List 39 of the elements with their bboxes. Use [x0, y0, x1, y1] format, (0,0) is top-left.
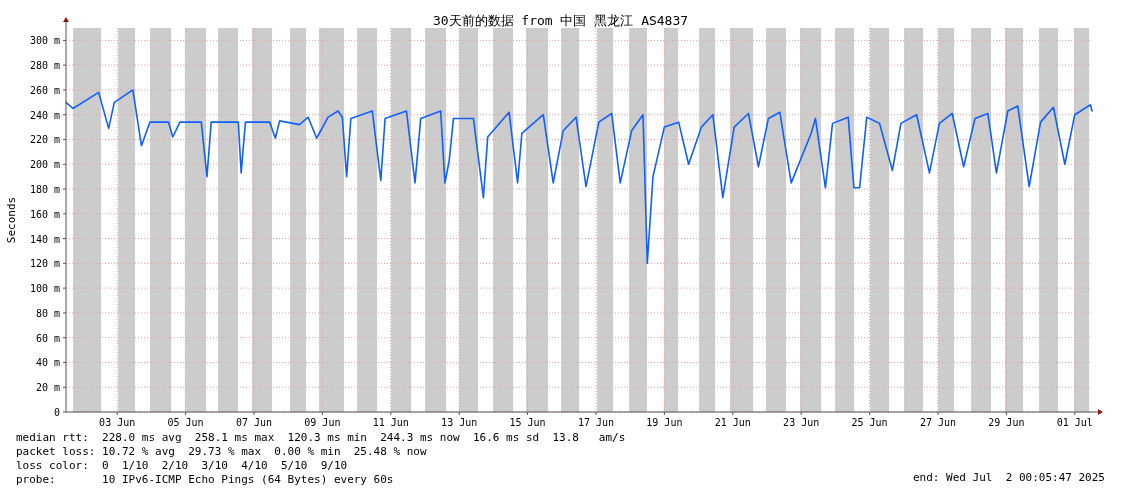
- text: end: Wed Jul 2 00:05:47 2025: [912, 471, 1105, 484]
- x-tick-label: 01 Jul: [1056, 417, 1093, 428]
- text: median rtt: 228.0 ms avg 258.1 ms max 120.3 ms min 244.3 ms now 16.6 ms sd 13.8 am/s: [16, 431, 626, 444]
- y-tick-label: 280 m: [29, 60, 60, 72]
- y-tick-label: 300 m: [29, 35, 60, 47]
- x-tick-label: 09 Jun: [304, 417, 341, 428]
- text: loss color: 0 1/10 2/10 3/10 4/10 5/10 9/10: [16, 459, 348, 472]
- x-tick-label: 03 Jun: [99, 417, 136, 428]
- y-tick-label: 220 m: [29, 134, 60, 146]
- x-tick-label: 27 Jun: [919, 417, 957, 428]
- y-tick-label: 0: [53, 407, 60, 418]
- x-tick-label: 17 Jun: [577, 417, 615, 428]
- y-tick-label: 100 m: [29, 283, 60, 295]
- line-series: [65, 89, 1093, 265]
- y-tick-label: 240 m: [29, 109, 60, 121]
- y-tick-label: 80 m: [35, 307, 60, 319]
- y-tick-label: 20 m: [35, 382, 60, 394]
- x-tick-label: 13 Jun: [441, 417, 478, 428]
- y-tick-label: 140 m: [29, 233, 60, 245]
- y-tick-label: 120 m: [29, 258, 60, 270]
- x-tick-label: 29 Jun: [988, 417, 1025, 428]
- x-tick-label: 15 Jun: [509, 417, 546, 428]
- x-tick-label: 25 Jun: [851, 417, 888, 428]
- y-tick-label: 160 m: [29, 208, 60, 220]
- x-tick-label: 21 Jun: [714, 417, 751, 428]
- x-tick-label: 05 Jun: [167, 417, 204, 428]
- x-tick-label: 19 Jun: [646, 417, 683, 428]
- x-tick-label: 23 Jun: [783, 417, 820, 428]
- text: probe: 10 IPv6-ICMP Echo Pings (64 Bytes) every 60s: [16, 473, 394, 486]
- chart-title: 30天前的数据 from 中国 黑龙江 AS4837: [432, 13, 689, 28]
- x-tick-label: 11 Jun: [372, 417, 409, 428]
- y-axis-title: Seconds: [5, 196, 18, 244]
- x-tick-label: 07 Jun: [235, 417, 273, 428]
- y-tick-label: 200 m: [29, 159, 60, 171]
- y-tick-label: 180 m: [29, 184, 60, 196]
- y-tick-label: 260 m: [29, 84, 60, 96]
- y-tick-label: 40 m: [35, 357, 60, 369]
- text: packet loss: 10.72 % avg 29.73 % max 0.00 % min 25.48 % now: [16, 445, 427, 458]
- y-tick-label: 60 m: [35, 332, 60, 344]
